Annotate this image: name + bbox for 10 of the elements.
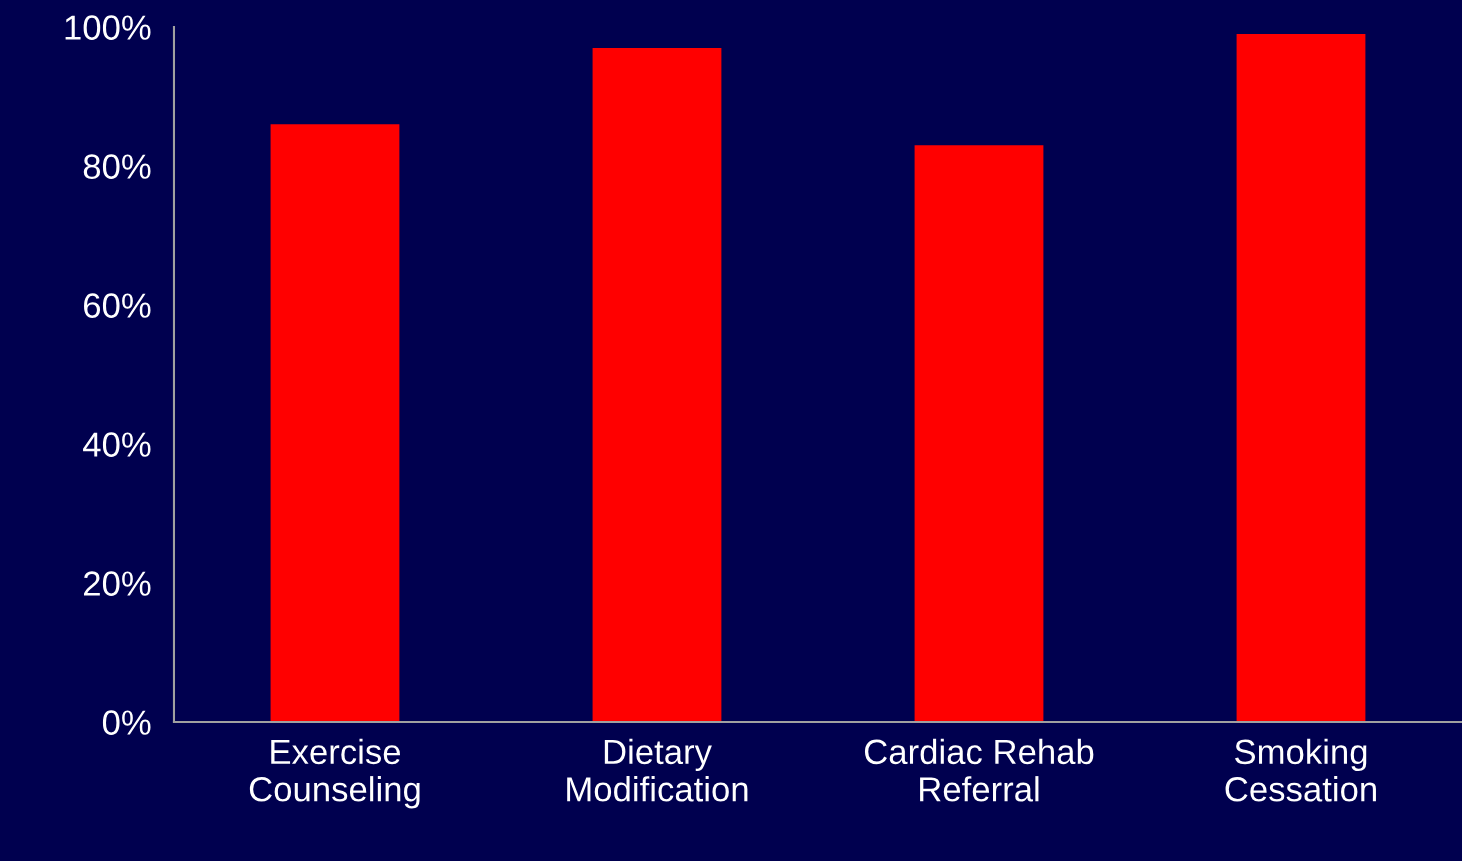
y-tick-label: 80% <box>83 154 151 179</box>
x-tick-label: Smoking Cessation <box>1225 738 1376 802</box>
y-tick-label: 0% <box>102 710 151 735</box>
y-tick-label: 100% <box>65 15 151 40</box>
x-tick-label: Exercise Counseling <box>249 738 420 809</box>
x-tick-label: Cardiac Rehab Referral <box>864 738 1094 802</box>
y-tick-label: 40% <box>83 432 151 457</box>
y-tick-label: 20% <box>84 571 151 596</box>
y-tick-label: 60% <box>84 293 151 318</box>
x-tick-label: Dietary Modification <box>567 738 748 802</box>
